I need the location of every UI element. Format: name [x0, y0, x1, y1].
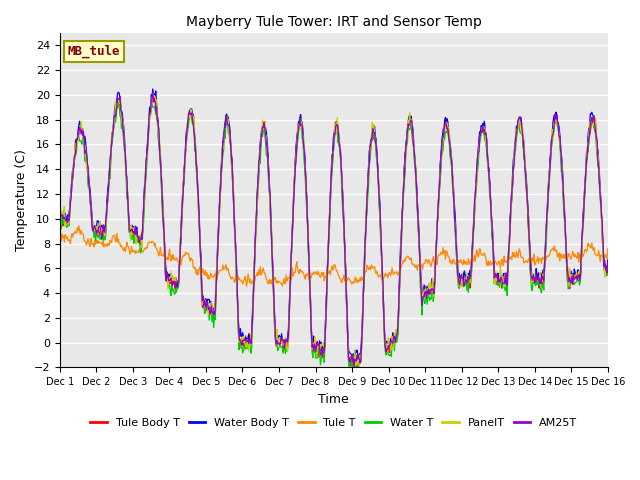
- Legend: Tule Body T, Water Body T, Tule T, Water T, PanelT, AM25T: Tule Body T, Water Body T, Tule T, Water…: [86, 413, 582, 432]
- Y-axis label: Temperature (C): Temperature (C): [15, 149, 28, 251]
- Title: Mayberry Tule Tower: IRT and Sensor Temp: Mayberry Tule Tower: IRT and Sensor Temp: [186, 15, 482, 29]
- Text: MB_tule: MB_tule: [68, 45, 120, 58]
- X-axis label: Time: Time: [319, 393, 349, 406]
